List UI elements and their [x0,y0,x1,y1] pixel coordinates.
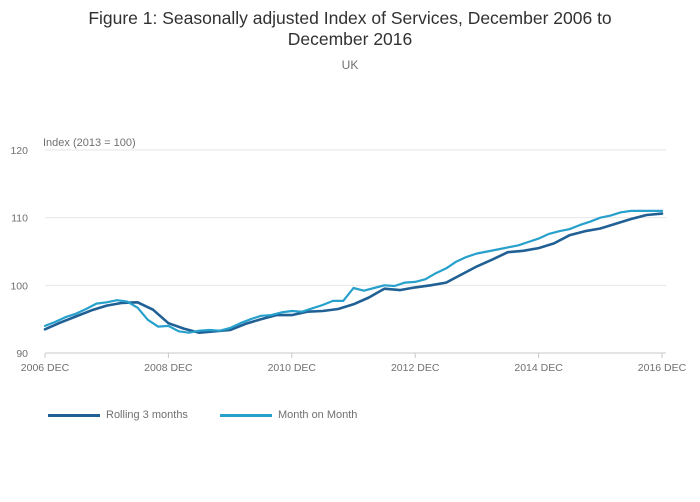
x-tick-label-1: 2008 DEC [144,362,193,374]
series-line-rolling-3-months [43,212,664,334]
legend-item-rolling-3-months[interactable]: Rolling 3 months [48,409,188,421]
chart-legend: Rolling 3 months Month on Month [48,409,357,421]
legend-swatch-month-on-month [219,413,272,417]
legend-label-rolling-3-months: Rolling 3 months [106,409,188,421]
x-tick-label-4: 2014 DEC [514,362,563,374]
chart-title-line-2: December 2016 [287,29,413,49]
y-tick-label-90: 90 [16,348,28,360]
y-tick-label-120: 120 [10,145,28,157]
y-tick-label-100: 100 [10,280,28,292]
x-tick-label-0: 2006 DEC [21,362,70,374]
series-line-month-on-month [43,209,664,334]
x-tick-label-5: 2016 DEC [638,362,687,374]
x-tick-label-2: 2010 DEC [268,362,317,374]
chart-title: Figure 1: Seasonally adjusted Index of S… [0,8,700,50]
legend-label-month-on-month: Month on Month [277,409,358,421]
y-axis-label: Index (2013 = 100) [43,137,136,149]
x-tick-label-3: 2012 DEC [391,362,440,374]
chart-title-line-1: Figure 1: Seasonally adjusted Index of S… [88,8,612,28]
chart-subtitle: UK [341,58,359,72]
y-tick-label-110: 110 [11,213,28,225]
legend-swatch-rolling-3-months [48,413,100,417]
legend-item-month-on-month[interactable]: Month on Month [219,409,358,421]
